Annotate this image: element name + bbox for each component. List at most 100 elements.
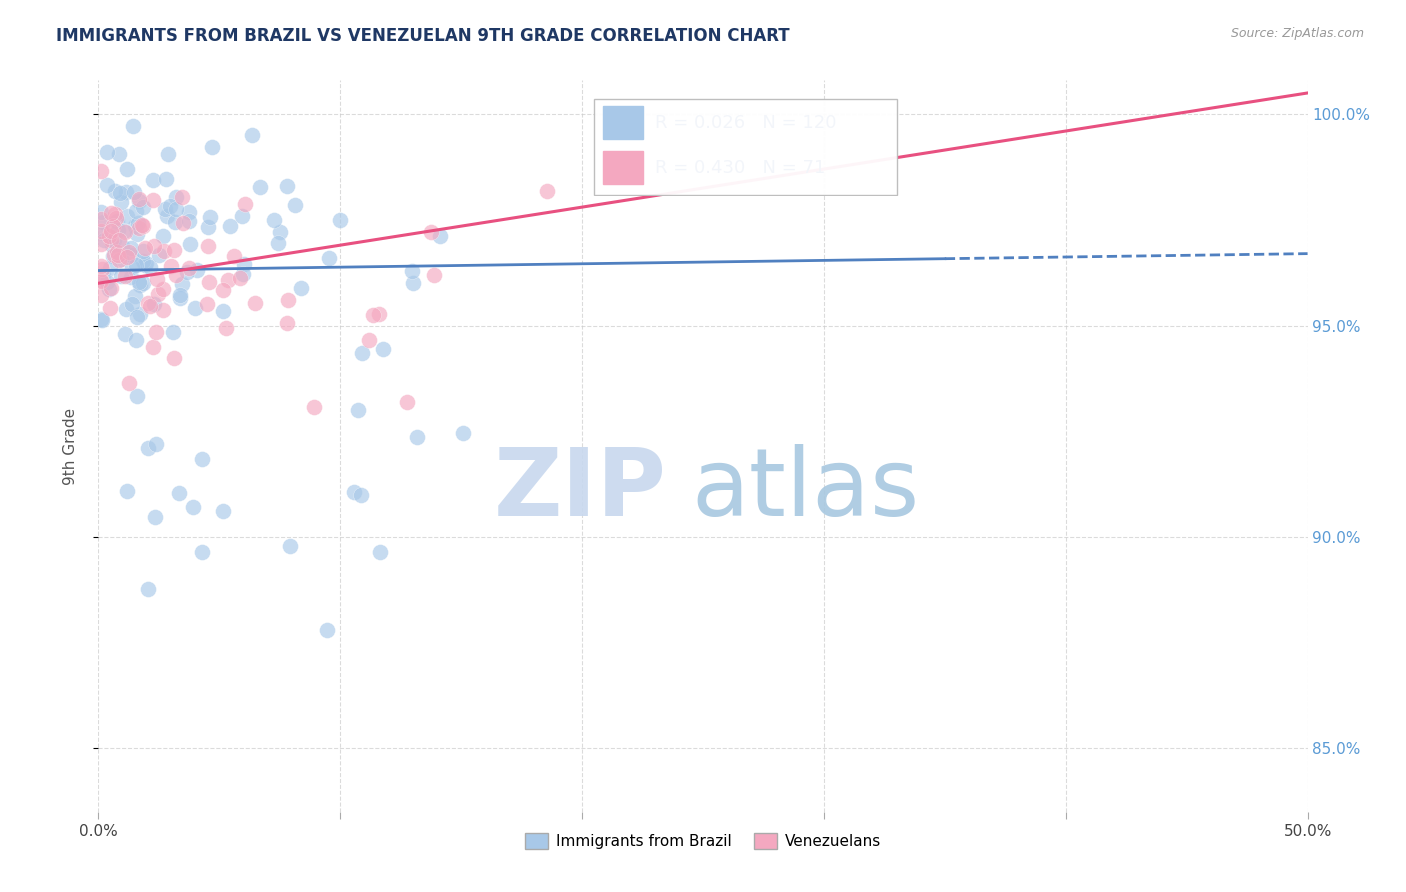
Point [152, 229, 174, 244]
Point [90, 224, 112, 238]
Point [90, 164, 112, 178]
Legend: Immigrants from Brazil, Venezuelans: Immigrants from Brazil, Venezuelans [519, 827, 887, 855]
Point [100, 206, 122, 220]
Point [222, 249, 245, 263]
Point [125, 310, 148, 324]
Point [90, 261, 112, 276]
Point [191, 544, 214, 558]
Point [243, 295, 266, 310]
Point [165, 268, 187, 282]
Point [177, 261, 200, 276]
Point [128, 192, 150, 206]
Point [269, 225, 291, 239]
Point [177, 205, 200, 219]
Point [100, 281, 122, 295]
Point [90, 237, 112, 252]
Point [277, 293, 299, 307]
Point [124, 219, 146, 233]
Point [136, 441, 159, 455]
Point [162, 325, 184, 339]
Point [163, 243, 186, 257]
Point [451, 425, 474, 440]
Point [128, 194, 150, 209]
Point [115, 250, 138, 264]
Point [165, 215, 187, 229]
Point [159, 198, 181, 212]
Point [90, 259, 112, 273]
Point [96, 178, 118, 192]
Point [93, 233, 115, 247]
Point [124, 333, 146, 347]
Point [129, 307, 152, 321]
Point [152, 302, 174, 317]
Point [176, 265, 198, 279]
Point [111, 238, 134, 252]
Point [91, 226, 114, 240]
Point [429, 229, 451, 244]
Point [134, 241, 156, 255]
Point [276, 178, 298, 193]
Point [233, 197, 256, 211]
Point [90, 205, 112, 219]
Point [290, 281, 312, 295]
Point [402, 276, 425, 290]
Point [152, 282, 174, 296]
Point [101, 248, 124, 262]
Point [90, 273, 112, 287]
Point [406, 430, 429, 444]
Point [142, 341, 165, 355]
Point [114, 268, 136, 283]
Point [263, 213, 285, 227]
Point [104, 207, 127, 221]
Point [101, 219, 124, 234]
Point [114, 326, 136, 341]
Point [423, 268, 446, 282]
Point [120, 248, 142, 262]
Point [156, 147, 179, 161]
Point [278, 540, 301, 554]
Point [162, 351, 184, 365]
Point [212, 504, 235, 518]
Point [315, 623, 337, 637]
Point [120, 241, 142, 255]
Point [167, 486, 190, 500]
Point [132, 200, 155, 214]
Point [169, 291, 191, 305]
Point [107, 223, 129, 237]
Point [155, 202, 177, 216]
Text: Source: ZipAtlas.com: Source: ZipAtlas.com [1230, 27, 1364, 40]
Point [121, 260, 143, 274]
Point [212, 304, 235, 318]
Point [118, 245, 141, 260]
Point [91, 215, 114, 229]
Point [117, 161, 139, 176]
Point [139, 260, 162, 275]
Point [108, 146, 131, 161]
Point [108, 233, 131, 247]
Point [120, 270, 142, 285]
Point [124, 185, 146, 199]
Point [368, 544, 391, 558]
Point [240, 128, 263, 143]
Point [201, 139, 224, 153]
Point [115, 209, 138, 223]
Point [284, 198, 307, 212]
Point [219, 219, 242, 233]
Point [249, 180, 271, 194]
Y-axis label: 9th Grade: 9th Grade [63, 408, 77, 484]
Point [104, 184, 127, 198]
Point [100, 234, 122, 248]
Point [125, 227, 148, 242]
Point [215, 320, 238, 334]
Point [118, 376, 141, 390]
Point [357, 334, 380, 348]
Point [153, 244, 176, 259]
Point [146, 286, 169, 301]
Point [232, 257, 254, 271]
Point [190, 452, 212, 467]
Point [139, 299, 162, 313]
Point [115, 185, 138, 199]
Point [103, 248, 125, 262]
Point [132, 253, 155, 268]
Point [420, 226, 443, 240]
